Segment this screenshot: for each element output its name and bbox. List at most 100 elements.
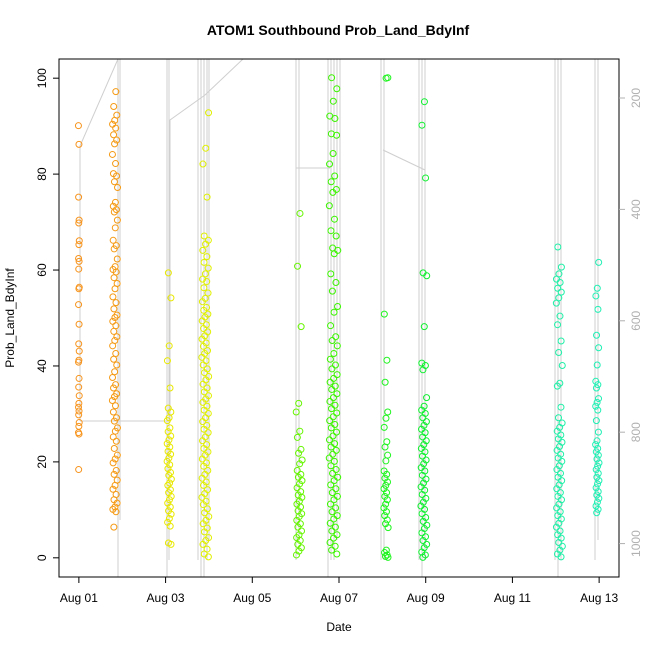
data-point xyxy=(383,489,391,497)
x-tick-label: Aug 13 xyxy=(580,591,618,605)
y-right-tick-label: 200 xyxy=(629,88,643,108)
data-point xyxy=(111,285,119,293)
data-point xyxy=(593,509,601,517)
data-point xyxy=(198,353,206,361)
data-point xyxy=(553,382,561,390)
data-point xyxy=(325,454,333,462)
data-point xyxy=(330,349,338,357)
data-point xyxy=(330,215,338,223)
data-point xyxy=(593,331,601,339)
data-point xyxy=(332,279,340,287)
data-point xyxy=(165,342,173,350)
data-point xyxy=(557,263,565,271)
data-point xyxy=(75,285,83,293)
data-point xyxy=(200,258,208,266)
data-point xyxy=(200,425,208,433)
data-point xyxy=(595,494,603,502)
data-point xyxy=(165,496,173,504)
data-point xyxy=(328,489,336,497)
data-point xyxy=(75,257,83,265)
data-point xyxy=(592,466,600,474)
data-point xyxy=(328,385,336,393)
data-point xyxy=(382,414,390,422)
data-point xyxy=(167,540,175,548)
data-point xyxy=(200,462,208,470)
data-point xyxy=(384,524,392,532)
x-axis-label: Date xyxy=(326,620,352,634)
data-point xyxy=(165,436,173,444)
data-point xyxy=(419,553,427,561)
data-point xyxy=(328,74,336,82)
data-point xyxy=(330,250,338,258)
data-point xyxy=(329,97,337,105)
data-point xyxy=(331,114,339,122)
data-point xyxy=(418,510,426,518)
depth-trace xyxy=(79,58,119,421)
data-point xyxy=(110,470,118,478)
data-point xyxy=(203,253,211,261)
data-point xyxy=(331,542,339,550)
data-point xyxy=(332,504,340,512)
data-point xyxy=(331,172,339,180)
data-point xyxy=(423,272,431,280)
data-point xyxy=(297,323,305,331)
data-point xyxy=(110,444,118,452)
data-point xyxy=(199,501,207,509)
data-point xyxy=(75,216,83,224)
data-point xyxy=(198,474,206,482)
data-point xyxy=(199,380,207,388)
y-tick-label: 20 xyxy=(35,455,49,469)
data-point xyxy=(166,522,174,530)
data-point xyxy=(418,359,426,367)
data-point xyxy=(75,347,83,355)
data-point xyxy=(75,374,83,382)
data-point xyxy=(199,342,207,350)
data-point xyxy=(329,188,337,196)
data-point xyxy=(553,485,561,493)
data-point xyxy=(109,433,117,441)
data-point xyxy=(75,422,83,430)
data-point xyxy=(165,454,173,462)
y-tick-label: 80 xyxy=(35,167,49,181)
data-point xyxy=(326,355,334,363)
data-point xyxy=(556,312,564,320)
data-point xyxy=(200,325,208,333)
data-point xyxy=(109,373,117,381)
data-point xyxy=(114,184,122,192)
data-point xyxy=(200,306,208,314)
data-point xyxy=(383,356,391,364)
data-point xyxy=(111,481,119,489)
x-tick-label: Aug 05 xyxy=(233,591,271,605)
data-point xyxy=(380,423,388,431)
data-point xyxy=(202,240,210,248)
data-point xyxy=(200,388,208,396)
data-point xyxy=(594,469,602,477)
data-point xyxy=(419,414,427,422)
data-point xyxy=(108,397,116,404)
data-point xyxy=(383,470,391,478)
data-point xyxy=(75,392,83,400)
data-point xyxy=(74,122,82,130)
data-point xyxy=(167,294,175,302)
data-point xyxy=(330,496,338,504)
data-point xyxy=(594,428,602,436)
data-point xyxy=(555,538,563,546)
data-point xyxy=(332,428,340,436)
data-point xyxy=(420,323,428,331)
data-point xyxy=(294,262,302,270)
data-point xyxy=(381,443,389,451)
data-point xyxy=(333,85,341,93)
data-point xyxy=(112,124,120,132)
data-point xyxy=(112,160,120,168)
data-point xyxy=(75,320,83,328)
data-point xyxy=(594,444,602,452)
data-point xyxy=(384,408,392,416)
data-point xyxy=(593,437,601,445)
data-point xyxy=(110,178,118,186)
data-point xyxy=(554,321,562,329)
data-point xyxy=(109,236,117,244)
data-point xyxy=(328,337,336,345)
data-point xyxy=(111,198,119,206)
data-point xyxy=(554,243,562,251)
data-point xyxy=(592,384,600,392)
